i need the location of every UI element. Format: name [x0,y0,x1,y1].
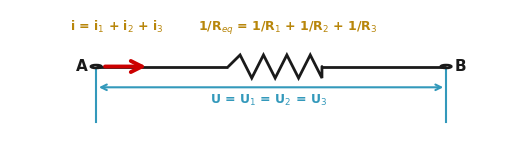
Text: U = U$_{1}$ = U$_{2}$ = U$_{3}$: U = U$_{1}$ = U$_{2}$ = U$_{3}$ [211,93,328,108]
Text: i = i$_{1}$ + i$_{2}$ + i$_{3}$: i = i$_{1}$ + i$_{2}$ + i$_{3}$ [70,19,163,35]
Text: B: B [454,59,466,74]
Text: 1/R$_{eq}$ = 1/R$_{1}$ + 1/R$_{2}$ + 1/R$_{3}$: 1/R$_{eq}$ = 1/R$_{1}$ + 1/R$_{2}$ + 1/R… [197,19,377,36]
Text: A: A [76,59,88,74]
